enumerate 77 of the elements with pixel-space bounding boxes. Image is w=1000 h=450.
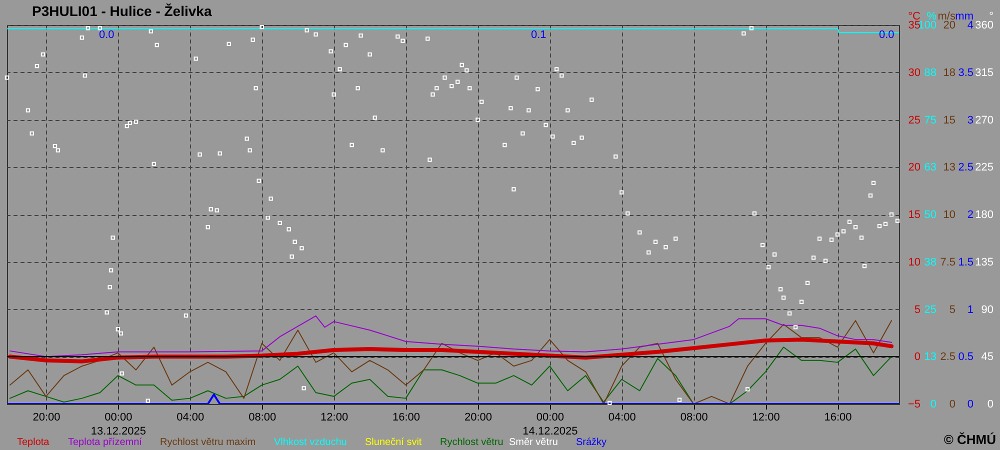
y2-tick-label: 63 [924, 162, 936, 174]
y-axis-title: mm [955, 10, 974, 22]
y-tick-label: 1.5 [958, 256, 974, 268]
annotation: 0.0 [99, 29, 114, 41]
y-tick-label: 0 [914, 351, 920, 364]
y-tick-label: 3 [967, 114, 974, 126]
y-axis-title: °C [908, 10, 921, 22]
y-tick-label: 15 [908, 209, 920, 221]
y2-tick-label: 135 [975, 256, 994, 268]
text: © ČHMÚ [944, 432, 996, 447]
chart-title: P3HULI01 - Hulice - Želivka [32, 3, 212, 19]
y-tick-label: 20 [908, 162, 920, 174]
y2-tick-label: 90 [981, 304, 994, 316]
y2-tick-label: 88 [924, 66, 936, 79]
x-tick-label: 16:00 [824, 412, 852, 424]
y2-tick-label: 270 [975, 114, 994, 126]
text: Srážky [576, 437, 607, 448]
y-tick-label: 30 [908, 66, 920, 79]
y2-tick-label: 45 [981, 351, 994, 364]
y3-tick-label: 20 [943, 20, 956, 32]
y2-tick-label: 0 [930, 398, 936, 410]
y-tick-label: 3.5 [958, 66, 974, 79]
legend-label: Sluneční svit [365, 437, 422, 448]
y3-tick-label: 7.5 [940, 256, 956, 268]
y-tick-label: 35 [908, 20, 920, 32]
text: Teplota [17, 437, 50, 448]
y3-tick-label: 0 [949, 398, 956, 410]
y2-tick-label: 315 [975, 66, 994, 79]
y2-tick-label: 75 [924, 114, 936, 126]
y-tick-label: 5 [914, 304, 920, 316]
y-tick-label: 4 [967, 20, 974, 32]
y3-tick-label: 5 [949, 304, 956, 316]
y2-tick-label: 225 [975, 162, 994, 174]
y2-tick-label: 100 [918, 20, 936, 32]
x-tick-label: 20:00 [32, 412, 60, 424]
y-tick-label: 1 [967, 304, 974, 316]
y-tick-label: 2 [967, 209, 974, 221]
y3-tick-label: 13 [943, 162, 956, 174]
x-tick-label: 00:00 13.12.2025 [90, 412, 146, 438]
x-tick-label: 04:00 [608, 412, 636, 424]
y2-tick-label: 25 [924, 304, 936, 316]
x-tick-label: 00:00 14.12.2025 [522, 412, 578, 438]
y-tick-label: 10 [908, 256, 920, 268]
x-tick-label: 12:00 [752, 412, 780, 424]
y-tick-label: 25 [908, 114, 920, 126]
line-series [10, 315, 892, 358]
y2-axis-title: % [926, 10, 937, 22]
y2-axis-title: ° [989, 10, 994, 22]
y-tick-label: 0 [967, 398, 974, 410]
x-tick-label: 16:00 [392, 412, 420, 424]
y2-tick-label: 180 [975, 209, 994, 221]
y3-tick-label: 18 [943, 66, 956, 79]
text: Rychlost větru maxim [160, 437, 256, 448]
y2-tick-label: 0 [987, 398, 994, 410]
y3-tick-label: 15 [943, 114, 956, 126]
y3-axis-title: m/s [938, 10, 956, 22]
text: Rychlost větru [440, 437, 504, 448]
x-tick-label: 08:00 [248, 412, 276, 424]
x-tick-label: 08:00 [680, 412, 708, 424]
text: Teplota přízemní [68, 437, 142, 448]
y2-tick-label: 13 [924, 351, 936, 364]
y2-tick-label: 50 [924, 209, 936, 221]
annotation: 0.1 [531, 29, 546, 41]
y3-tick-label: 2.5 [940, 351, 956, 364]
text: Směr větru [509, 437, 558, 448]
y3-tick-label: 10 [943, 209, 956, 221]
line-series [10, 320, 892, 404]
y2-tick-label: 38 [924, 256, 936, 268]
line-series [10, 346, 892, 404]
x-tick-label: 20:00 [464, 412, 492, 424]
x-tick-label: 04:00 [176, 412, 204, 424]
text: Vlhkost vzduchu [274, 437, 347, 448]
y-tick-label: −5 [908, 398, 920, 410]
y-tick-label: 0.5 [958, 351, 974, 364]
y2-tick-label: 360 [975, 20, 994, 32]
y-tick-label: 2.5 [958, 162, 974, 174]
x-tick-label: 12:00 [320, 412, 348, 424]
